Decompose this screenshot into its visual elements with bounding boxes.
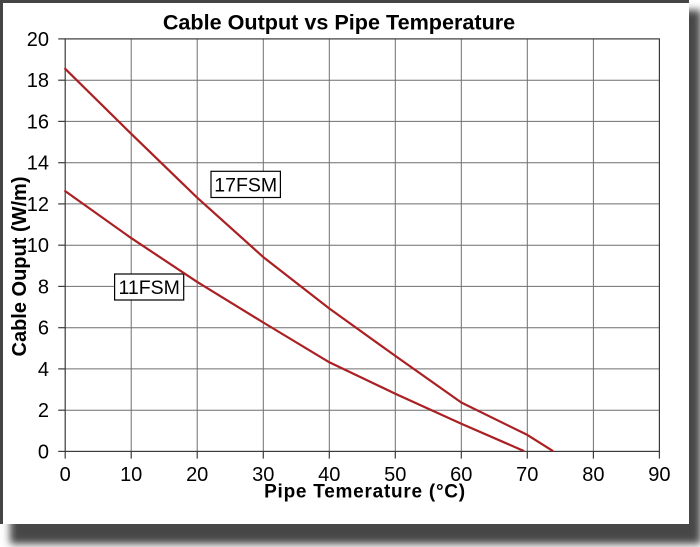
svg-text:17FSM: 17FSM: [214, 175, 277, 197]
svg-text:0: 0: [38, 441, 49, 463]
svg-text:50: 50: [384, 464, 406, 486]
svg-text:0: 0: [60, 464, 71, 486]
svg-text:Pipe Temerature (°C): Pipe Temerature (°C): [264, 482, 466, 503]
svg-text:30: 30: [252, 464, 274, 486]
svg-text:6: 6: [38, 318, 49, 340]
svg-text:2: 2: [38, 400, 49, 422]
svg-text:4: 4: [38, 359, 49, 381]
svg-text:8: 8: [38, 276, 49, 298]
svg-text:20: 20: [27, 29, 49, 51]
svg-text:Cable Ouput (W/m): Cable Ouput (W/m): [9, 177, 31, 357]
svg-text:10: 10: [27, 235, 49, 257]
svg-text:20: 20: [186, 464, 208, 486]
svg-text:12: 12: [27, 194, 49, 216]
svg-text:40: 40: [318, 464, 340, 486]
svg-text:70: 70: [516, 464, 538, 486]
svg-text:16: 16: [27, 111, 49, 133]
svg-text:11FSM: 11FSM: [118, 277, 179, 299]
svg-text:14: 14: [27, 153, 49, 175]
svg-text:90: 90: [648, 464, 670, 486]
svg-text:10: 10: [120, 464, 142, 486]
svg-text:18: 18: [27, 70, 49, 92]
svg-text:Cable Output vs Pipe Temperatu: Cable Output vs Pipe Temperature: [163, 10, 515, 35]
svg-text:60: 60: [450, 464, 472, 486]
svg-text:80: 80: [582, 464, 604, 486]
